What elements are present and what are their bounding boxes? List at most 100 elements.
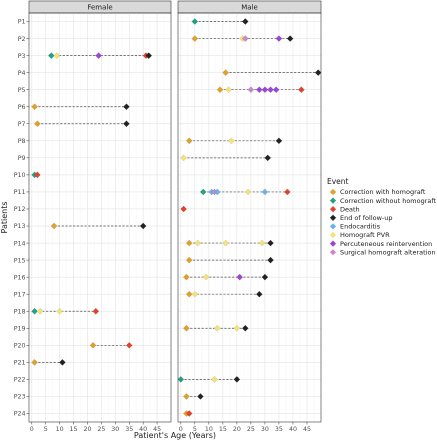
y-tick-label: P9 — [18, 155, 26, 162]
y-tick-label: P24 — [14, 411, 26, 418]
y-tick-label: P23 — [14, 394, 26, 401]
y-tick-label: P19 — [14, 325, 26, 332]
point-p14-homograft-pvr — [194, 239, 201, 247]
x-tick-label: 35 — [125, 426, 133, 433]
y-tick-label: P20 — [14, 343, 26, 350]
point-p18-correction-without-homograft — [31, 307, 38, 315]
x-tick-label: 45 — [303, 426, 311, 433]
legend-key-percuteneous-reintervention — [329, 240, 337, 247]
legend-label-homograft-pvr: Homograft PVR — [340, 231, 390, 239]
y-tick-label: P7 — [18, 121, 26, 128]
y-tick-label: P15 — [14, 257, 26, 264]
legend-key-correction-with-homograft — [329, 188, 337, 196]
legend-key-homograft-pvr — [329, 231, 337, 239]
panel-border-male — [177, 12, 322, 423]
point-p23-correction-with-homograft — [183, 393, 190, 400]
y-tick-label: P3 — [18, 53, 26, 60]
x-tick-label: 0 — [30, 426, 34, 433]
point-p5-percuteneous-reintervention — [256, 86, 263, 93]
point-p17-correction-with-homograft — [185, 290, 193, 298]
y-tick-label: P6 — [18, 104, 26, 111]
grid-lines — [29, 13, 321, 422]
point-p18-death — [92, 307, 100, 315]
point-p24-death — [185, 410, 193, 417]
point-p3-homograft-pvr — [53, 52, 61, 59]
point-p15-correction-with-homograft — [185, 256, 193, 264]
point-p4-correction-with-homograft — [222, 69, 229, 76]
x-axis-title: Patient's Age (Years) — [134, 431, 216, 440]
y-tick-label: P21 — [14, 360, 26, 367]
strip-label-female: Female — [87, 4, 112, 12]
point-p1-correction-without-homograft — [191, 18, 199, 25]
point-p14-correction-with-homograft — [185, 239, 193, 247]
point-p22-homograft-pvr — [211, 376, 218, 383]
point-p11-death — [284, 188, 291, 196]
point-p11-endocarditis — [261, 188, 269, 196]
point-p2-end-of-follow-up — [286, 35, 294, 42]
legend-label-end-of-follow-up: End of follow-up — [340, 214, 393, 222]
y-tick-label: P14 — [14, 240, 26, 247]
point-p14-end-of-follow-up — [267, 239, 274, 247]
x-tick-label: 45 — [153, 426, 161, 433]
point-p17-homograft-pvr — [191, 290, 199, 298]
point-p16-end-of-follow-up — [261, 273, 269, 281]
y-axis-title: Patients — [0, 201, 9, 233]
point-p7-correction-with-homograft — [34, 120, 41, 128]
point-p5-surgical-homograft-alteration — [247, 86, 255, 93]
x-axis: 0 5 10 15 20 25 30 35 40 45 0 5 10 15 20 25 30 35 40 45 — [30, 422, 311, 433]
point-p5-death — [298, 86, 305, 93]
point-p13-end-of-follow-up — [139, 222, 147, 230]
panel-borders — [28, 12, 322, 423]
point-p21-correction-with-homograft — [31, 359, 38, 366]
point-p2-correction-with-homograft — [191, 35, 199, 42]
point-p8-correction-with-homograft — [185, 137, 193, 145]
point-p1-end-of-follow-up — [241, 18, 249, 25]
y-tick-label: P13 — [14, 223, 26, 230]
point-p16-percuteneous-reintervention — [236, 273, 243, 281]
point-p11-homograft-pvr — [244, 188, 252, 196]
x-tick-label: 30 — [111, 426, 119, 433]
point-p19-homograft-pvr — [233, 324, 241, 332]
legend: Event Correction with homograftCorrectio… — [327, 177, 437, 256]
point-p9-end-of-follow-up — [264, 154, 272, 162]
point-p21-end-of-follow-up — [59, 359, 66, 366]
point-p14-homograft-pvr — [222, 239, 229, 247]
x-tick-label: 40 — [139, 426, 147, 433]
follow-up-segments — [34, 21, 319, 414]
event-points — [31, 18, 322, 417]
legend-key-endocarditis — [329, 223, 337, 230]
x-tick-label: 30 — [261, 426, 269, 433]
facet-strips: Female Male — [28, 0, 322, 14]
point-p20-death — [125, 342, 133, 349]
point-p2-surgical-homograft-alteration — [241, 35, 249, 42]
strip-label-male: Male — [241, 4, 258, 12]
legend-label-surgical-homograft-alteration: Surgical homograft alteration — [340, 248, 436, 256]
point-p11-endocarditis — [213, 188, 221, 196]
point-p4-end-of-follow-up — [314, 69, 322, 76]
point-p6-correction-with-homograft — [31, 103, 38, 111]
point-p18-homograft-pvr — [36, 307, 44, 315]
legend-label-correction-without-homograft: Correction without homograft — [340, 197, 437, 205]
panel-border-female — [28, 12, 172, 423]
legend-title: Event — [327, 177, 349, 186]
y-tick-label: P17 — [14, 291, 26, 298]
point-p3-percuteneous-reintervention — [95, 52, 102, 59]
x-tick-label: 35 — [275, 426, 283, 433]
legend-label-death: Death — [340, 205, 360, 213]
point-p19-correction-with-homograft — [183, 324, 190, 332]
legend-key-death — [329, 206, 337, 213]
legend-label-endocarditis: Endocarditis — [340, 223, 381, 231]
point-p5-homograft-pvr — [225, 86, 232, 93]
x-tick-label: 10 — [205, 426, 213, 433]
legend-key-correction-without-homograft — [329, 197, 337, 204]
x-tick-label: 15 — [70, 426, 78, 433]
legend-label-correction-with-homograft: Correction with homograft — [340, 188, 426, 196]
point-p5-correction-with-homograft — [216, 86, 224, 93]
y-tick-label: P4 — [18, 70, 26, 77]
point-p19-homograft-pvr — [213, 324, 221, 332]
y-tick-label: P10 — [14, 172, 26, 179]
y-tick-label: P12 — [14, 206, 26, 213]
legend-key-end-of-follow-up — [329, 214, 337, 221]
x-tick-label: 15 — [219, 426, 227, 433]
